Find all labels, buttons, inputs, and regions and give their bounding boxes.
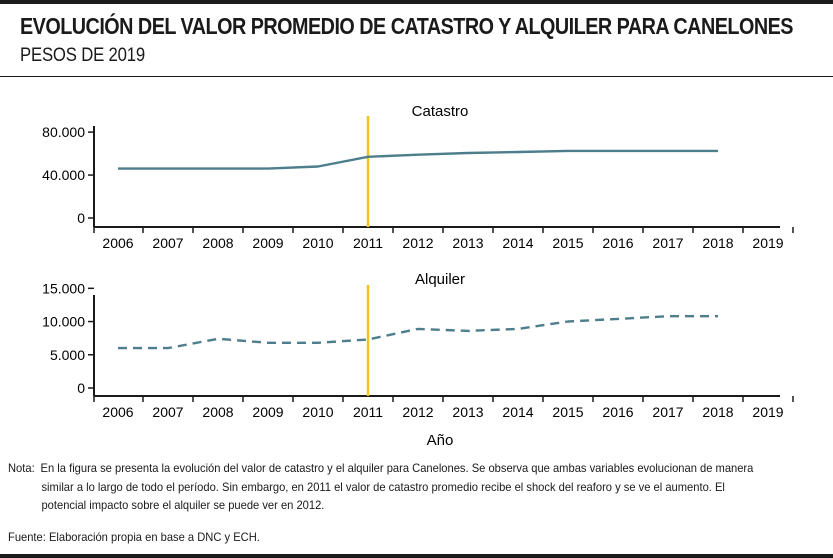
data-point xyxy=(266,167,270,171)
data-point xyxy=(166,346,170,350)
x-tick-label: 2019 xyxy=(752,404,783,420)
data-point xyxy=(516,150,520,154)
x-tick-label: 2015 xyxy=(552,235,583,251)
panel-catastro: Catastro 0 40.000 80.000 2006 2007 2008 2009 201… xyxy=(42,103,794,251)
x-tick-label: 2011 xyxy=(353,235,383,251)
chart-subtitle: PESOS DE 2019 xyxy=(20,45,146,66)
x-tick-label: 2006 xyxy=(102,235,133,251)
x-tick-label: 2019 xyxy=(752,235,783,251)
data-point xyxy=(716,314,720,318)
data-point xyxy=(666,314,670,318)
data-point xyxy=(366,155,370,159)
x-tick-label: 2016 xyxy=(602,235,633,251)
panel-title: Alquiler xyxy=(415,271,465,288)
bottom-rule xyxy=(0,554,833,558)
x-tick-label: 2014 xyxy=(502,235,533,251)
chart-title: EVOLUCIÓN DEL VALOR PROMEDIO DE CATASTRO… xyxy=(20,13,793,39)
x-tick-label: 2006 xyxy=(102,404,133,420)
x-tick-label: 2012 xyxy=(402,235,433,251)
x-tick-label: 2012 xyxy=(402,404,433,420)
y-tick-label: 80.000 xyxy=(42,124,85,140)
x-tick-label: 2013 xyxy=(452,235,483,251)
y-tick-label: 5.000 xyxy=(50,347,85,363)
series-line-alquiler xyxy=(118,315,718,350)
data-point xyxy=(466,329,470,333)
data-point xyxy=(616,149,620,153)
note-label: Nota: xyxy=(8,461,35,475)
x-tick-label: 2017 xyxy=(652,404,683,420)
x-tick-label: 2010 xyxy=(302,235,333,251)
top-rule xyxy=(0,0,833,4)
data-point xyxy=(116,346,120,350)
y-tick-label: 15.000 xyxy=(42,280,85,296)
header-rule xyxy=(0,76,833,77)
x-axis-label: Año xyxy=(427,432,454,449)
y-tick-label: 0 xyxy=(77,210,85,226)
data-point xyxy=(616,317,620,321)
x-tick-label: 2008 xyxy=(202,404,233,420)
x-tick-label: 2013 xyxy=(452,404,483,420)
note: Nota: En la figura se presenta la evoluc… xyxy=(8,459,771,515)
data-point xyxy=(416,153,420,157)
data-point xyxy=(666,149,670,153)
x-tick-label: 2018 xyxy=(702,404,733,420)
x-tick-label: 2011 xyxy=(353,404,383,420)
x-tick-label: 2007 xyxy=(152,404,183,420)
y-tick-label: 40.000 xyxy=(42,167,85,183)
data-point xyxy=(366,337,370,341)
y-tick-label: 10.000 xyxy=(42,314,85,330)
source-text: Fuente: Elaboración propia en base a DNC… xyxy=(8,530,260,544)
data-point xyxy=(516,327,520,331)
data-point xyxy=(316,341,320,345)
data-point xyxy=(716,149,720,153)
data-point xyxy=(166,167,170,171)
x-tick-label: 2014 xyxy=(502,404,533,420)
data-point xyxy=(216,167,220,171)
series-line-catastro xyxy=(118,149,718,170)
x-tick-label: 2015 xyxy=(552,404,583,420)
x-tick-label: 2016 xyxy=(602,404,633,420)
x-tick-label: 2008 xyxy=(202,235,233,251)
x-tick-label: 2018 xyxy=(702,235,733,251)
x-tick-label: 2017 xyxy=(652,235,683,251)
data-point xyxy=(316,164,320,168)
data-point xyxy=(116,167,120,171)
data-point xyxy=(216,337,220,341)
x-tick-label: 2009 xyxy=(252,404,283,420)
x-tick-label: 2010 xyxy=(302,404,333,420)
data-point xyxy=(566,320,570,324)
data-point xyxy=(266,341,270,345)
panel-title: Catastro xyxy=(412,103,469,120)
y-tick-label: 0 xyxy=(77,380,85,396)
x-tick-label: 2009 xyxy=(252,235,283,251)
data-point xyxy=(466,151,470,155)
data-point xyxy=(566,149,570,153)
note-text: En la figura se presenta la evolución de… xyxy=(40,461,754,512)
x-tick-label: 2007 xyxy=(152,235,183,251)
data-point xyxy=(416,327,420,331)
panel-alquiler: Alquiler 0 5.000 10.000 15.000 2006 2007 2008 20… xyxy=(42,271,794,420)
